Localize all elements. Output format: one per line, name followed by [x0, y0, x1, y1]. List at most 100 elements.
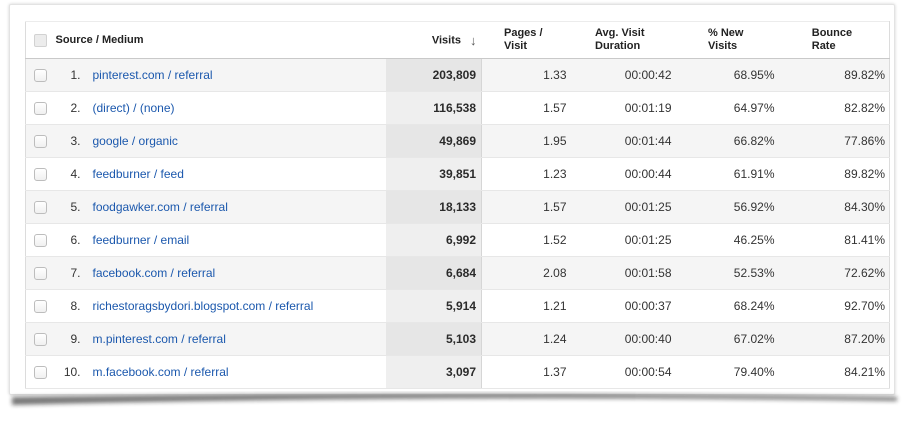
- source-medium-link[interactable]: pinterest.com / referral: [92, 68, 213, 82]
- visits-value: 6,992: [385, 223, 482, 257]
- pages-per-visit-value: 2.08: [481, 256, 573, 290]
- row-index: 10.: [55, 355, 89, 389]
- row-index: 3.: [55, 124, 89, 158]
- bounce-rate-value: 89.82%: [780, 157, 890, 191]
- avg-visit-duration-value: 00:00:42: [572, 58, 678, 92]
- table-row: 7. facebook.com / referral 6,684 2.08 00…: [25, 256, 890, 290]
- table-row: 3. google / organic 49,869 1.95 00:01:44…: [25, 124, 890, 158]
- sort-descending-icon[interactable]: ↓: [470, 32, 477, 48]
- avg-visit-duration-value: 00:00:37: [572, 289, 678, 323]
- row-checkbox[interactable]: [34, 267, 48, 281]
- table-row: 4. feedburner / feed 39,851 1.23 00:00:4…: [25, 157, 890, 191]
- pages-per-visit-value: 1.52: [481, 223, 573, 257]
- column-header-visits[interactable]: Visits ↓: [385, 21, 482, 59]
- table-row: 9. m.pinterest.com / referral 5,103 1.24…: [25, 322, 890, 356]
- bounce-rate-value: 77.86%: [780, 124, 890, 158]
- bounce-rate-value: 89.82%: [780, 58, 890, 92]
- bounce-rate-value: 92.70%: [780, 289, 890, 323]
- column-header-avg-visit-duration[interactable]: Avg. Visit Duration: [572, 21, 678, 59]
- source-medium-link[interactable]: m.pinterest.com / referral: [92, 332, 226, 346]
- avg-visit-duration-value: 00:00:54: [572, 355, 678, 389]
- visits-value: 116,538: [385, 91, 482, 125]
- row-checkbox[interactable]: [34, 333, 48, 347]
- new-visits-value: 64.97%: [677, 91, 781, 125]
- pages-per-visit-value: 1.33: [481, 58, 573, 92]
- row-index: 5.: [55, 190, 89, 224]
- row-checkbox[interactable]: [34, 300, 48, 314]
- card-curved-shadow: [12, 394, 897, 405]
- table-row: 10. m.facebook.com / referral 3,097 1.37…: [25, 355, 890, 389]
- table-row: 1. pinterest.com / referral 203,809 1.33…: [25, 58, 890, 92]
- pages-per-visit-value: 1.23: [481, 157, 573, 191]
- column-header-new-visits[interactable]: % New Visits: [677, 21, 781, 59]
- new-visits-value: 52.53%: [677, 256, 781, 290]
- visits-value: 5,103: [385, 322, 482, 356]
- source-medium-link[interactable]: feedburner / email: [92, 233, 190, 247]
- visits-value: 5,914: [385, 289, 482, 323]
- visits-value: 39,851: [385, 157, 482, 191]
- column-header-bounce-rate[interactable]: Bounce Rate: [780, 21, 890, 59]
- new-visits-value: 79.40%: [677, 355, 781, 389]
- row-checkbox[interactable]: [34, 366, 48, 380]
- row-checkbox[interactable]: [34, 135, 48, 149]
- table-row: 2. (direct) / (none) 116,538 1.57 00:01:…: [25, 91, 890, 125]
- avg-visit-duration-value: 00:01:25: [572, 223, 678, 257]
- bounce-rate-value: 72.62%: [780, 256, 890, 290]
- row-checkbox[interactable]: [34, 168, 48, 182]
- table-header-row: Source / Medium Visits ↓ Pages / Visit Av…: [25, 21, 890, 59]
- avg-visit-duration-value: 00:00:40: [572, 322, 678, 356]
- source-medium-link[interactable]: (direct) / (none): [92, 101, 175, 115]
- bounce-rate-value: 84.30%: [780, 190, 890, 224]
- source-medium-link[interactable]: m.facebook.com / referral: [92, 365, 229, 379]
- avg-visit-duration-value: 00:00:44: [572, 157, 678, 191]
- row-index: 6.: [55, 223, 89, 257]
- new-visits-value: 46.25%: [677, 223, 781, 257]
- source-medium-link[interactable]: google / organic: [92, 134, 178, 148]
- row-index: 7.: [55, 256, 89, 290]
- source-medium-table: Source / Medium Visits ↓ Pages / Visit Av…: [25, 21, 890, 389]
- report-card: Source / Medium Visits ↓ Pages / Visit Av…: [9, 4, 895, 395]
- visits-value: 49,869: [385, 124, 482, 158]
- new-visits-value: 68.95%: [677, 58, 781, 92]
- pages-per-visit-value: 1.57: [481, 190, 573, 224]
- new-visits-value: 61.91%: [677, 157, 781, 191]
- row-index: 2.: [55, 91, 89, 125]
- avg-visit-duration-value: 00:01:19: [572, 91, 678, 125]
- new-visits-value: 56.92%: [677, 190, 781, 224]
- row-checkbox[interactable]: [34, 234, 48, 248]
- column-header-pages-visit[interactable]: Pages / Visit: [481, 21, 573, 59]
- bounce-rate-value: 82.82%: [780, 91, 890, 125]
- pages-per-visit-value: 1.21: [481, 289, 573, 323]
- row-checkbox[interactable]: [34, 69, 48, 83]
- source-medium-link[interactable]: richestoragsbydori.blogspot.com / referr…: [92, 299, 314, 313]
- avg-visit-duration-value: 00:01:44: [572, 124, 678, 158]
- visits-value: 18,133: [385, 190, 482, 224]
- avg-visit-duration-value: 00:01:25: [572, 190, 678, 224]
- row-index: 1.: [55, 58, 89, 92]
- source-medium-link[interactable]: facebook.com / referral: [92, 266, 216, 280]
- visits-value: 203,809: [385, 58, 482, 92]
- source-medium-link[interactable]: foodgawker.com / referral: [92, 200, 228, 214]
- row-index: 4.: [55, 157, 89, 191]
- column-header-source-medium[interactable]: Source / Medium: [55, 21, 386, 59]
- avg-visit-duration-value: 00:01:58: [572, 256, 678, 290]
- bounce-rate-value: 84.21%: [780, 355, 890, 389]
- source-medium-link[interactable]: feedburner / feed: [92, 167, 184, 181]
- bounce-rate-value: 87.20%: [780, 322, 890, 356]
- table-row: 8. richestoragsbydori.blogspot.com / ref…: [25, 289, 890, 323]
- pages-per-visit-value: 1.24: [481, 322, 573, 356]
- visits-header-label: Visits: [431, 33, 461, 46]
- row-index: 9.: [55, 322, 89, 356]
- select-all-checkbox[interactable]: [34, 33, 48, 47]
- pages-per-visit-value: 1.95: [481, 124, 573, 158]
- pages-per-visit-value: 1.37: [481, 355, 573, 389]
- visits-value: 3,097: [385, 355, 482, 389]
- table-row: 5. foodgawker.com / referral 18,133 1.57…: [25, 190, 890, 224]
- row-checkbox[interactable]: [34, 102, 48, 116]
- row-index: 8.: [55, 289, 89, 323]
- row-checkbox[interactable]: [34, 201, 48, 215]
- table-row: 6. feedburner / email 6,992 1.52 00:01:2…: [25, 223, 890, 257]
- new-visits-value: 67.02%: [677, 322, 781, 356]
- new-visits-value: 66.82%: [677, 124, 781, 158]
- new-visits-value: 68.24%: [677, 289, 781, 323]
